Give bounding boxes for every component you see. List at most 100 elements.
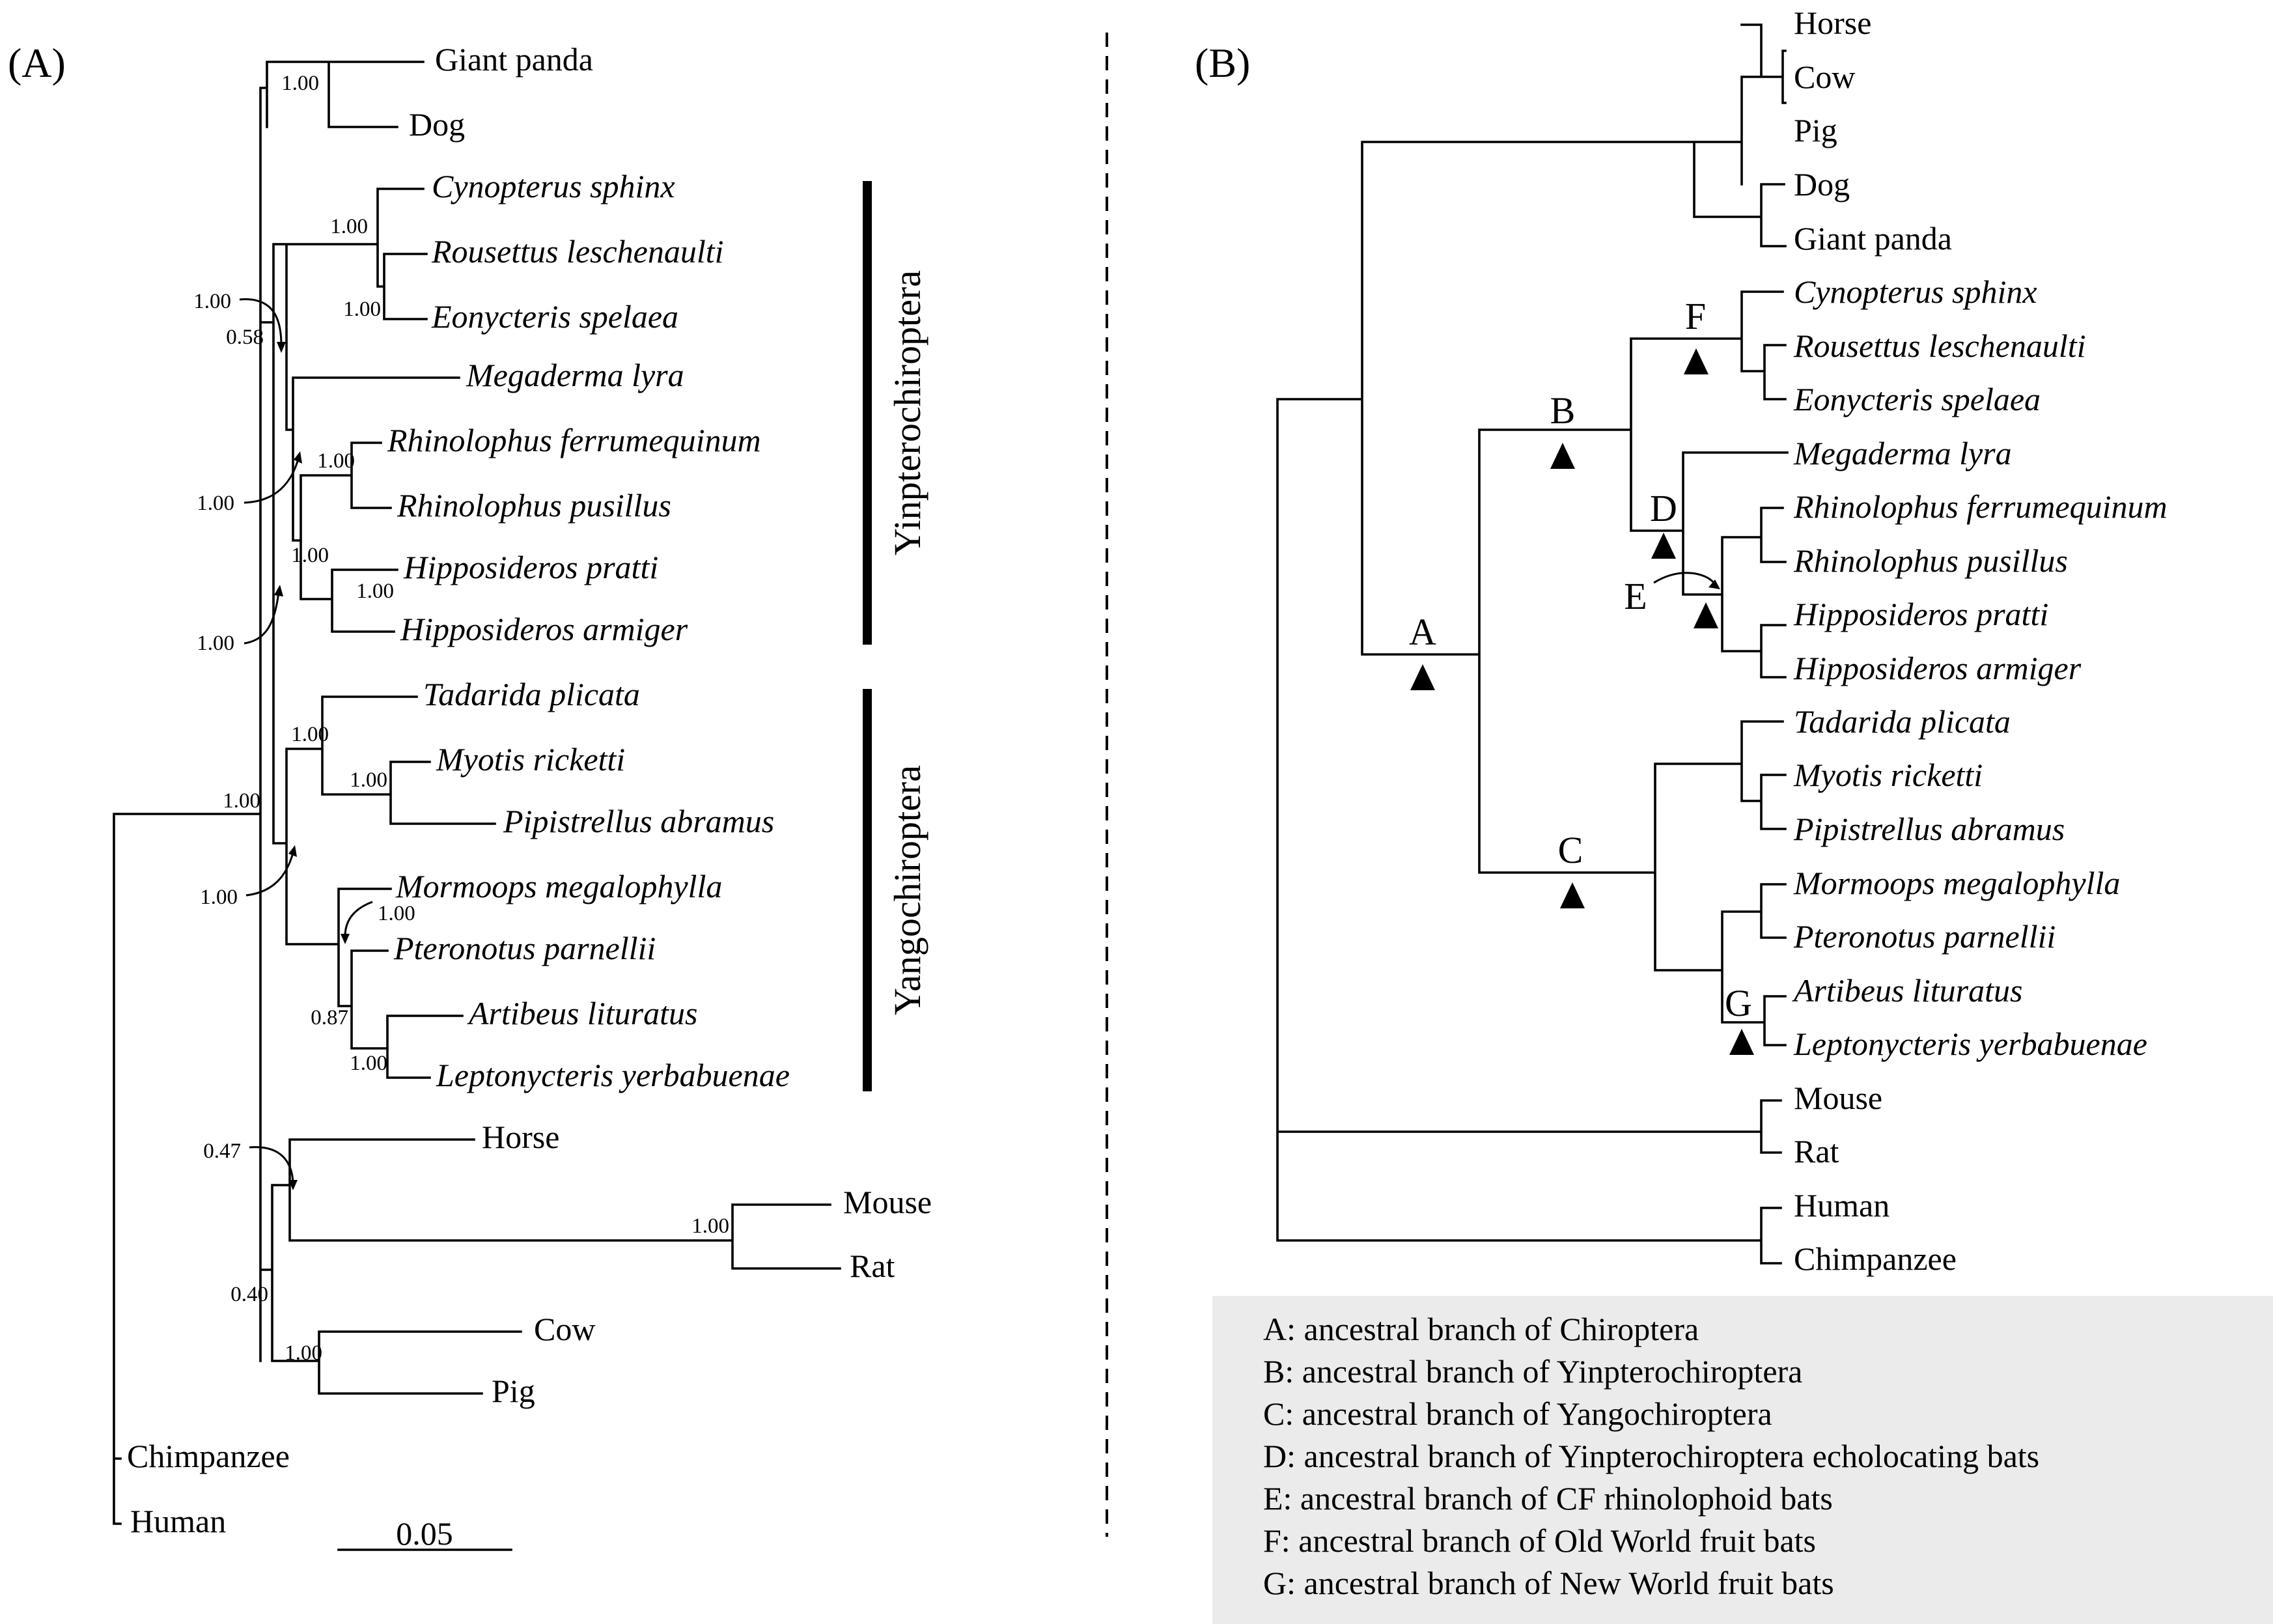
support-yango-arrow: 1.00 [200, 886, 238, 909]
support-rhinolophus: 1.00 [317, 449, 355, 473]
taxon-b-hipposideros-armiger: Hipposideros armiger [1793, 650, 2082, 686]
branch-label-c: C [1558, 829, 1583, 871]
taxon-leptonycteris-yerbabuenae: Leptonycteris yerbabuenae [436, 1057, 790, 1093]
support-mormoopid-arrow: 1.00 [378, 902, 415, 925]
clade-bar-yinpterochiroptera [863, 181, 872, 645]
taxon-chimpanzee: Chimpanzee [127, 1438, 290, 1474]
legend-item-e: E: ancestral branch of CF rhinolophoid b… [1263, 1480, 1833, 1517]
legend-item-a: A: ancestral branch of Chiroptera [1263, 1311, 1699, 1347]
branch-label-g: G [1725, 982, 1752, 1024]
taxon-b-cynopterus-sphinx: Cynopterus sphinx [1794, 273, 2037, 310]
legend-box: A: ancestral branch of Chiroptera B: anc… [1212, 1296, 2273, 1624]
legend-item-g: G: ancestral branch of New World fruit b… [1263, 1565, 1834, 1601]
taxon-megaderma-lyra: Megaderma lyra [466, 357, 684, 393]
taxon-b-rhinolophus-ferrumequinum: Rhinolophus ferrumequinum [1793, 488, 2168, 525]
branch-e-pointer [1653, 572, 1715, 584]
clade-label-yangochiroptera: Yangochiroptera [886, 765, 928, 1015]
legend-background [1212, 1296, 2273, 1624]
support-myotis-pipistrellus: 1.00 [350, 768, 387, 792]
taxon-b-rousettus-leschenaulti: Rousettus leschenaulti [1793, 328, 2086, 364]
taxon-cow: Cow [534, 1311, 595, 1347]
taxon-b-giant-panda: Giant panda [1794, 220, 1952, 257]
taxon-b-megaderma-lyra: Megaderma lyra [1793, 435, 2012, 471]
branch-label-e: E [1624, 575, 1647, 617]
support-phyllostomid: 1.00 [350, 1052, 387, 1075]
taxon-b-rhinolophus-pusillus: Rhinolophus pusillus [1793, 542, 2068, 579]
support-rhinolophoid-arrow: 1.00 [197, 492, 234, 515]
panel-label-a: (A) [8, 40, 66, 86]
clade-label-yinpterochiroptera: Yinpterochiroptera [886, 270, 928, 555]
taxon-pipistrellus-abramus: Pipistrellus abramus [503, 803, 774, 839]
legend-item-b: B: ancestral branch of Yinpterochiropter… [1263, 1353, 1802, 1390]
taxon-b-mouse: Mouse [1794, 1080, 1882, 1116]
taxon-rhinolophus-ferrumequinum: Rhinolophus ferrumequinum [387, 422, 761, 458]
legend-item-d: D: ancestral branch of Yinpterochiropter… [1263, 1438, 2039, 1474]
support-rhinolophoid: 1.00 [291, 544, 329, 567]
support-pteropodid: 1.00 [330, 215, 368, 238]
support-bats-arrow: 1.00 [197, 632, 234, 655]
taxon-b-myotis-ricketti: Myotis ricketti [1793, 757, 1983, 793]
taxon-rat: Rat [850, 1248, 895, 1284]
support-noctilionoid: 0.87 [311, 1006, 348, 1029]
taxon-horse: Horse [482, 1119, 559, 1155]
branch-markers [1410, 348, 1754, 1055]
support-panda-dog: 1.00 [281, 72, 319, 95]
support-yinptero-arrow: 1.00 [193, 290, 231, 313]
taxon-b-tadarida-plicata: Tadarida plicata [1794, 703, 2011, 740]
tree-b: Horse Cow Pig Dog Giant panda Cynopterus… [1276, 5, 2168, 1277]
taxon-tadarida-plicata: Tadarida plicata [423, 676, 640, 712]
taxon-b-artibeus-lituratus: Artibeus lituratus [1792, 972, 2022, 1009]
taxon-giant-panda: Giant panda [435, 41, 593, 77]
tree-a-branches [113, 61, 841, 1551]
taxon-hipposideros-armiger: Hipposideros armiger [400, 611, 688, 647]
branch-label-f: F [1685, 295, 1706, 337]
support-cow-pig: 1.00 [285, 1341, 322, 1365]
taxon-b-human: Human [1794, 1187, 1890, 1224]
taxon-b-hipposideros-pratti: Hipposideros pratti [1793, 596, 2048, 632]
taxon-mormoops-megalophylla: Mormoops megalophylla [395, 868, 722, 904]
legend-item-c: C: ancestral branch of Yangochiroptera [1263, 1395, 1772, 1432]
support-hipposideros: 1.00 [356, 580, 394, 603]
taxon-b-mormoops-megalophylla: Mormoops megalophylla [1793, 865, 2120, 901]
tree-a: Giant panda Dog Cynopterus sphinx Rouset… [113, 41, 932, 1552]
branch-label-a: A [1409, 611, 1436, 653]
taxon-b-pig: Pig [1794, 112, 1837, 148]
scale-bar-label: 0.05 [396, 1515, 453, 1552]
panel-label-b: (B) [1195, 40, 1250, 86]
taxon-b-leptonycteris-yerbabuenae: Leptonycteris yerbabuenae [1793, 1026, 2147, 1062]
taxon-cynopterus-sphinx: Cynopterus sphinx [432, 168, 675, 204]
taxon-artibeus-lituratus: Artibeus lituratus [467, 995, 697, 1031]
taxon-b-rat: Rat [1794, 1133, 1839, 1169]
branch-label-d: D [1650, 487, 1677, 529]
taxon-rousettus-leschenaulti: Rousettus leschenaulti [431, 233, 724, 270]
support-root: 1.00 [223, 789, 260, 813]
support-mouse-rat: 1.00 [691, 1214, 729, 1238]
support-chiroptera: 0.58 [226, 326, 264, 349]
taxon-pteronotus-parnellii: Pteronotus parnellii [393, 930, 656, 966]
taxon-b-dog: Dog [1794, 166, 1850, 203]
taxon-b-chimpanzee: Chimpanzee [1794, 1240, 1957, 1277]
taxon-pig: Pig [492, 1373, 535, 1409]
legend-item-f: F: ancestral branch of Old World fruit b… [1263, 1522, 1816, 1559]
support-rousettus-eonycteris: 1.00 [343, 298, 381, 321]
taxon-b-cow: Cow [1794, 59, 1855, 95]
taxon-myotis-ricketti: Myotis ricketti [436, 741, 625, 777]
taxon-hipposideros-pratti: Hipposideros pratti [403, 549, 658, 585]
taxon-rhinolophus-pusillus: Rhinolophus pusillus [397, 487, 671, 524]
taxon-b-pipistrellus-abramus: Pipistrellus abramus [1793, 811, 2065, 847]
taxon-b-eonycteris-spelaea: Eonycteris spelaea [1793, 381, 2041, 417]
support-vespertilionoid: 1.00 [291, 723, 329, 746]
tree-b-branches [1276, 23, 1789, 1265]
taxon-dog: Dog [409, 106, 465, 143]
clade-bar-yangochiroptera [863, 689, 872, 1091]
support-pointer-arrows [239, 298, 373, 1190]
taxon-mouse: Mouse [843, 1184, 932, 1220]
taxon-b-pteronotus-parnellii: Pteronotus parnellii [1793, 918, 2056, 955]
support-horse-rodent-arrow: 0.47 [203, 1140, 241, 1163]
support-laurasia-rodent: 0.40 [230, 1283, 268, 1306]
taxon-eonycteris-spelaea: Eonycteris spelaea [431, 298, 678, 335]
taxon-human: Human [130, 1503, 226, 1539]
taxon-b-horse: Horse [1794, 5, 1871, 41]
branch-label-b: B [1550, 389, 1576, 432]
